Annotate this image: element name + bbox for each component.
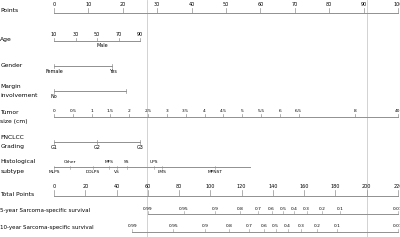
Text: 2: 2 xyxy=(128,109,131,113)
Text: 5: 5 xyxy=(241,109,244,113)
Text: size (cm): size (cm) xyxy=(0,119,28,124)
Text: 4: 4 xyxy=(203,109,206,113)
Text: Margin: Margin xyxy=(0,84,21,89)
Text: 0.95: 0.95 xyxy=(179,207,189,211)
Text: 1.5: 1.5 xyxy=(107,109,114,113)
Text: 40: 40 xyxy=(395,109,400,113)
Text: Total Points: Total Points xyxy=(0,192,34,197)
Text: 0.8: 0.8 xyxy=(226,224,233,228)
Text: 3: 3 xyxy=(166,109,168,113)
Text: Other: Other xyxy=(64,160,76,164)
Text: No: No xyxy=(51,94,57,99)
Text: MLPS: MLPS xyxy=(48,170,60,174)
Text: 3.5: 3.5 xyxy=(182,109,189,113)
Text: 0.6: 0.6 xyxy=(268,207,275,211)
Text: 10: 10 xyxy=(51,32,57,37)
Text: 0: 0 xyxy=(53,109,55,113)
Text: 70: 70 xyxy=(292,2,298,7)
Text: Female: Female xyxy=(45,69,63,74)
Text: 100: 100 xyxy=(206,184,215,189)
Text: subtype: subtype xyxy=(0,169,24,174)
Text: 140: 140 xyxy=(268,184,278,189)
Text: 120: 120 xyxy=(237,184,246,189)
Text: 30: 30 xyxy=(72,32,79,37)
Text: involvement: involvement xyxy=(0,93,38,98)
Text: 0.2: 0.2 xyxy=(314,224,320,228)
Text: 20: 20 xyxy=(120,2,126,7)
Text: 0.7: 0.7 xyxy=(254,207,261,211)
Text: FNCLCC: FNCLCC xyxy=(0,135,24,140)
Text: 0.1: 0.1 xyxy=(334,224,340,228)
Text: 0.3: 0.3 xyxy=(303,207,310,211)
Text: 0.4: 0.4 xyxy=(291,207,298,211)
Text: 0.7: 0.7 xyxy=(246,224,252,228)
Text: 90: 90 xyxy=(137,32,143,37)
Text: VS: VS xyxy=(114,170,120,174)
Text: 70: 70 xyxy=(115,32,122,37)
Text: Histological: Histological xyxy=(0,159,36,164)
Text: 0.5: 0.5 xyxy=(69,109,76,113)
Text: 0.1: 0.1 xyxy=(337,207,344,211)
Text: 6: 6 xyxy=(278,109,281,113)
Text: 160: 160 xyxy=(300,184,309,189)
Text: 50: 50 xyxy=(223,2,229,7)
Text: LMS: LMS xyxy=(158,170,166,174)
Text: 5-year Sarcoma-specific survival: 5-year Sarcoma-specific survival xyxy=(0,208,90,213)
Text: G3: G3 xyxy=(136,145,144,150)
Text: 6.5: 6.5 xyxy=(295,109,302,113)
Text: G1: G1 xyxy=(50,145,58,150)
Text: 180: 180 xyxy=(331,184,340,189)
Text: 0.01: 0.01 xyxy=(393,224,400,228)
Text: 50: 50 xyxy=(94,32,100,37)
Text: 0.5: 0.5 xyxy=(280,207,286,211)
Text: 8: 8 xyxy=(354,109,356,113)
Text: 4.5: 4.5 xyxy=(220,109,227,113)
Text: 80: 80 xyxy=(326,2,332,7)
Text: 0.4: 0.4 xyxy=(284,224,291,228)
Text: 0.9: 0.9 xyxy=(202,224,209,228)
Text: 0.2: 0.2 xyxy=(318,207,325,211)
Text: 0.8: 0.8 xyxy=(237,207,244,211)
Text: UPS: UPS xyxy=(150,160,158,164)
Text: SS: SS xyxy=(124,160,129,164)
Text: 0.3: 0.3 xyxy=(298,224,304,228)
Text: 0.99: 0.99 xyxy=(127,224,137,228)
Text: 220: 220 xyxy=(393,184,400,189)
Text: 0.99: 0.99 xyxy=(143,207,153,211)
Text: 10-year Sarcoma-specific survival: 10-year Sarcoma-specific survival xyxy=(0,225,94,230)
Text: MPNST: MPNST xyxy=(207,170,222,174)
Text: 0: 0 xyxy=(52,184,56,189)
Text: 10: 10 xyxy=(85,2,92,7)
Text: 30: 30 xyxy=(154,2,160,7)
Text: 60: 60 xyxy=(145,184,151,189)
Text: Grading: Grading xyxy=(0,144,24,149)
Text: Male: Male xyxy=(96,43,108,48)
Text: Yes: Yes xyxy=(108,69,116,74)
Text: 60: 60 xyxy=(257,2,264,7)
Text: 100: 100 xyxy=(393,2,400,7)
Text: 20: 20 xyxy=(82,184,88,189)
Text: 0.95: 0.95 xyxy=(168,224,178,228)
Text: DDLPS: DDLPS xyxy=(86,170,100,174)
Text: 40: 40 xyxy=(188,2,195,7)
Text: 2.5: 2.5 xyxy=(144,109,152,113)
Text: 1: 1 xyxy=(90,109,93,113)
Text: 0.01: 0.01 xyxy=(393,207,400,211)
Text: 0.9: 0.9 xyxy=(212,207,219,211)
Text: 5.5: 5.5 xyxy=(257,109,264,113)
Text: 0.6: 0.6 xyxy=(260,224,267,228)
Text: MFS: MFS xyxy=(104,160,113,164)
Text: 90: 90 xyxy=(360,2,367,7)
Text: 0: 0 xyxy=(52,2,56,7)
Text: 0.5: 0.5 xyxy=(272,224,279,228)
Text: 40: 40 xyxy=(114,184,120,189)
Text: G2: G2 xyxy=(94,145,100,150)
Text: 80: 80 xyxy=(176,184,182,189)
Text: 200: 200 xyxy=(362,184,372,189)
Text: Gender: Gender xyxy=(0,63,23,68)
Text: Points: Points xyxy=(0,8,18,13)
Text: Age: Age xyxy=(0,37,12,42)
Text: Tumor: Tumor xyxy=(0,110,19,115)
